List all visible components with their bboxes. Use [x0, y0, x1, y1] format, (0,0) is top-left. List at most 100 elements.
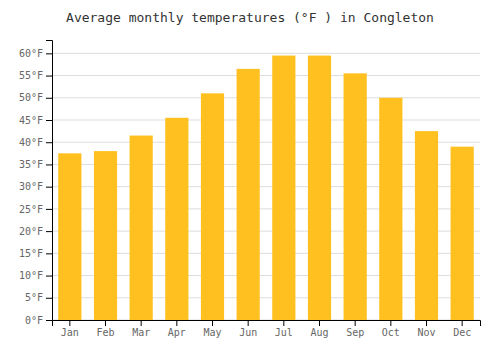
chart: Average monthly temperatures (°F ) in Co…: [0, 0, 500, 350]
x-tick-label: Nov: [417, 327, 435, 338]
y-tick: 0°F: [25, 315, 52, 326]
x-tick-mark: [283, 320, 284, 326]
y-tick: 20°F: [19, 226, 52, 237]
x-tick-label: Feb: [96, 327, 114, 338]
y-tick-label: 30°F: [19, 181, 43, 192]
y-tick-mark: [46, 253, 52, 254]
x-tick-label: Sep: [346, 327, 364, 338]
y-tick-mark: [46, 76, 52, 77]
x-tick: Feb: [96, 320, 114, 338]
y-tick-label: 35°F: [19, 159, 43, 170]
x-tick: Apr: [168, 320, 186, 338]
x-tick: Sep: [346, 320, 364, 338]
y-tick: 45°F: [19, 115, 52, 126]
x-tick-mark: [141, 320, 142, 326]
x-tick: Dec: [453, 320, 471, 338]
y-axis: 0°F 5°F 10°F 15°F 20°F 25°F 30°F 35°F 40°F 45°F 50…: [19, 41, 53, 326]
x-tick-mark: [69, 320, 70, 326]
y-tick-mark: [46, 120, 52, 121]
y-tick-label: 15°F: [19, 248, 43, 259]
title: Average monthly temperatures (°F ) in Co…: [66, 10, 434, 25]
bar: [201, 93, 224, 320]
y-tick-label: 5°F: [25, 292, 43, 303]
y-tick-mark: [46, 298, 52, 299]
grid: [52, 53, 480, 320]
x-tick: May: [203, 320, 221, 338]
x-tick-label: Jan: [61, 327, 79, 338]
x-tick: Aug: [310, 320, 328, 338]
y-tick: 25°F: [19, 204, 52, 215]
x-axis: Jan Feb Mar Apr May Jun Jul Aug Sep Oct Nov Dec: [53, 320, 481, 338]
bar: [165, 118, 188, 320]
x-tick-mark: [212, 320, 213, 326]
bar: [58, 153, 81, 320]
y-tick-label: 20°F: [19, 226, 43, 237]
y-tick: 15°F: [19, 248, 52, 259]
x-tick-mark: [105, 320, 106, 326]
x-tick: Jun: [239, 320, 257, 338]
y-tick: 50°F: [19, 92, 52, 103]
x-tick-mark: [355, 320, 356, 326]
x-tick-mark: [390, 320, 391, 326]
x-axis-line: [53, 321, 481, 327]
x-tick: Nov: [417, 320, 435, 338]
y-tick: 35°F: [19, 159, 52, 170]
bar: [237, 69, 260, 320]
x-tick-label: Aug: [310, 327, 328, 338]
x-tick-label: May: [203, 327, 221, 338]
y-tick-label: 60°F: [19, 48, 43, 59]
y-tick-mark: [46, 276, 52, 277]
x-tick-mark: [176, 320, 177, 326]
bar: [272, 56, 295, 320]
y-tick: 10°F: [19, 270, 52, 281]
x-tick: Oct: [382, 320, 400, 338]
y-tick: 60°F: [19, 48, 52, 59]
grid-line: [52, 97, 480, 98]
y-tick-label: 0°F: [25, 315, 43, 326]
x-tick: Jan: [61, 320, 79, 338]
grid-line: [52, 120, 480, 121]
x-tick-mark: [319, 320, 320, 326]
x-tick-label: Oct: [382, 327, 400, 338]
bar: [94, 151, 117, 320]
y-tick-label: 45°F: [19, 115, 43, 126]
y-tick-label: 25°F: [19, 204, 43, 215]
y-tick: 5°F: [25, 292, 52, 303]
y-tick-mark: [46, 164, 52, 165]
x-tick-label: Jun: [239, 327, 257, 338]
y-axis-line: [46, 41, 53, 321]
y-tick-label: 50°F: [19, 92, 43, 103]
y-tick-mark: [46, 209, 52, 210]
x-tick-label: Jul: [275, 327, 293, 338]
y-tick-label: 40°F: [19, 137, 43, 148]
bar: [130, 136, 153, 320]
bar: [379, 98, 402, 320]
x-tick-mark: [248, 320, 249, 326]
y-tick: 55°F: [19, 70, 52, 81]
bar: [308, 56, 331, 320]
x-tick-mark: [426, 320, 427, 326]
y-tick-mark: [46, 98, 52, 99]
x-tick: Mar: [132, 320, 150, 338]
y-tick-mark: [46, 320, 52, 321]
y-tick-mark: [46, 187, 52, 188]
grid-line: [52, 75, 480, 76]
y-tick: 30°F: [19, 181, 52, 192]
plot: Jan Feb Mar Apr May Jun Jul Aug Sep Oct Nov Dec 0°F 5…: [19, 41, 481, 339]
x-tick: Jul: [275, 320, 293, 338]
y-tick-mark: [46, 231, 52, 232]
bar: [451, 147, 474, 320]
y-tick-label: 55°F: [19, 70, 43, 81]
grid-line: [52, 53, 480, 54]
y-tick: 40°F: [19, 137, 52, 148]
bars: [58, 56, 474, 320]
x-tick-label: Apr: [168, 327, 186, 338]
bar: [415, 131, 438, 320]
y-tick-label: 10°F: [19, 270, 43, 281]
x-tick-label: Dec: [453, 327, 471, 338]
bar: [344, 73, 367, 320]
x-tick-label: Mar: [132, 327, 150, 338]
y-tick-mark: [46, 142, 52, 143]
y-tick-mark: [46, 53, 52, 54]
x-tick-mark: [462, 320, 463, 326]
